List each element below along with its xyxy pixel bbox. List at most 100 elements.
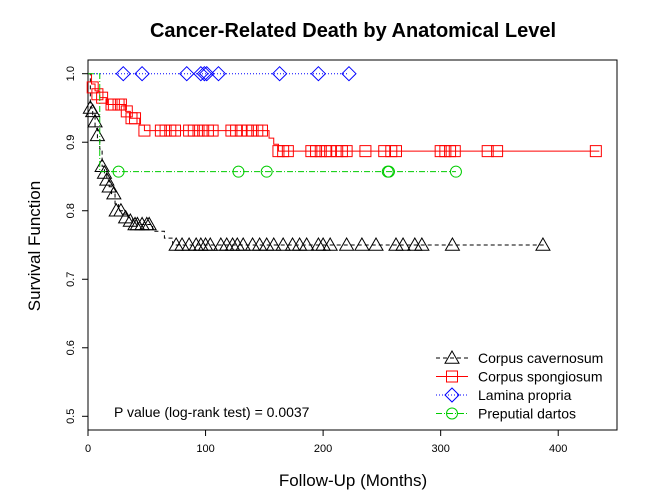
series-lamina-propria xyxy=(88,65,357,82)
censor-mark-corpus-spongiosum xyxy=(129,112,142,125)
censor-mark-preputial-dartos xyxy=(449,165,462,178)
censor-mark-corpus-cavernosum xyxy=(141,216,157,231)
y-axis-label: Survival Function xyxy=(25,181,44,311)
censor-mark-corpus-cavernosum xyxy=(265,236,282,251)
series-layer xyxy=(82,65,602,251)
censor-mark-corpus-cavernosum xyxy=(108,202,125,217)
y-tick-label: 0.8 xyxy=(65,203,77,218)
censor-mark-corpus-cavernosum xyxy=(188,236,205,251)
legend-marker-lamina-propria xyxy=(444,387,460,403)
censor-mark-corpus-spongiosum xyxy=(378,145,391,158)
plot-frame xyxy=(87,59,618,431)
censor-mark-corpus-cavernosum xyxy=(244,236,261,251)
censor-mark-corpus-cavernosum xyxy=(258,236,275,251)
censor-mark-corpus-cavernosum xyxy=(354,236,370,251)
censor-mark-corpus-cavernosum xyxy=(84,103,101,118)
censor-mark-corpus-spongiosum xyxy=(589,145,602,158)
series-line-preputial-dartos xyxy=(88,73,456,173)
censor-mark-corpus-cavernosum xyxy=(106,185,122,200)
censor-mark-corpus-spongiosum xyxy=(168,124,181,137)
series-corpus-cavernosum xyxy=(82,73,551,251)
censor-mark-corpus-cavernosum xyxy=(406,236,423,251)
censor-mark-corpus-spongiosum xyxy=(324,145,337,158)
censor-mark-lamina-propria xyxy=(196,65,213,82)
censor-mark-corpus-cavernosum xyxy=(89,127,106,142)
censor-mark-corpus-cavernosum xyxy=(284,236,301,251)
censor-mark-preputial-dartos xyxy=(232,165,245,178)
censor-mark-corpus-spongiosum xyxy=(359,145,372,158)
censor-mark-lamina-propria xyxy=(341,65,357,82)
legend-label-corpus-spongiosum: Corpus spongiosum xyxy=(478,369,603,385)
censor-mark-corpus-cavernosum xyxy=(181,236,197,251)
censor-mark-lamina-propria xyxy=(179,65,195,82)
x-axis-label: Follow-Up (Months) xyxy=(279,471,427,490)
censor-mark-corpus-cavernosum xyxy=(315,236,331,251)
series-line-corpus-cavernosum xyxy=(88,73,547,246)
censor-mark-preputial-dartos xyxy=(112,165,125,178)
censor-mark-corpus-spongiosum xyxy=(389,145,402,158)
censor-mark-corpus-cavernosum xyxy=(113,202,129,217)
legend-marker-corpus-cavernosum xyxy=(444,349,460,364)
censor-mark-corpus-cavernosum xyxy=(535,236,551,251)
censor-mark-corpus-cavernosum xyxy=(101,178,118,193)
censor-mark-corpus-cavernosum xyxy=(197,236,214,251)
censor-mark-lamina-propria xyxy=(115,65,131,82)
censor-mark-corpus-cavernosum xyxy=(235,236,252,251)
censor-mark-corpus-cavernosum xyxy=(298,236,315,251)
censor-mark-corpus-cavernosum xyxy=(202,236,219,251)
legend-label-preputial-dartos: Preputial dartos xyxy=(478,406,576,422)
series-preputial-dartos xyxy=(88,73,462,178)
x-tick-label: 100 xyxy=(196,443,214,455)
y-tick-label: 0.7 xyxy=(65,272,77,287)
censor-mark-corpus-cavernosum xyxy=(338,236,355,251)
y-axis: 0.5 0.6 0.7 0.8 0.9 1.0 xyxy=(65,66,88,424)
x-tick-label: 300 xyxy=(431,443,449,455)
legend-marker-corpus-spongiosum xyxy=(446,370,458,383)
censor-mark-corpus-spongiosum xyxy=(86,81,99,94)
censor-mark-corpus-cavernosum xyxy=(310,236,327,251)
censor-mark-corpus-cavernosum xyxy=(98,171,115,186)
censor-mark-corpus-cavernosum xyxy=(388,236,404,251)
y-tick-label: 0.5 xyxy=(65,409,77,424)
censor-mark-corpus-spongiosum xyxy=(120,105,133,118)
series-line-corpus-spongiosum xyxy=(88,73,600,152)
censor-mark-corpus-cavernosum xyxy=(395,236,411,251)
censor-mark-lamina-propria xyxy=(199,65,215,82)
censor-mark-corpus-cavernosum xyxy=(413,236,430,251)
censor-mark-corpus-cavernosum xyxy=(275,236,292,251)
censor-mark-corpus-cavernosum xyxy=(251,236,268,251)
legend-marker-preputial-dartos xyxy=(446,407,458,420)
censor-mark-preputial-dartos xyxy=(260,165,273,178)
censor-mark-corpus-spongiosum xyxy=(481,145,494,158)
censor-mark-preputial-dartos xyxy=(382,165,395,178)
y-tick-label: 1.0 xyxy=(65,66,77,81)
censor-mark-corpus-cavernosum xyxy=(322,236,339,251)
censor-mark-lamina-propria xyxy=(134,65,150,82)
censor-mark-corpus-cavernosum xyxy=(291,236,308,251)
p-value-annotation: P value (log-rank test) = 0.0037 xyxy=(114,404,310,420)
censor-mark-corpus-cavernosum xyxy=(192,236,209,251)
censor-mark-corpus-spongiosum xyxy=(96,91,109,104)
censor-mark-corpus-spongiosum xyxy=(281,145,294,158)
censor-mark-lamina-propria xyxy=(210,65,227,82)
censor-mark-corpus-spongiosum xyxy=(491,145,504,158)
censor-mark-corpus-cavernosum xyxy=(368,236,384,251)
legend: Corpus cavernosum Corpus spongiosum Lamina… xyxy=(436,349,603,422)
x-axis: 0 100 200 300 400 xyxy=(85,430,567,455)
censor-mark-corpus-spongiosum xyxy=(91,88,104,101)
x-tick-label: 400 xyxy=(549,443,567,455)
censor-mark-corpus-spongiosum xyxy=(138,124,151,137)
censor-mark-lamina-propria xyxy=(193,65,209,82)
censor-mark-corpus-spongiosum xyxy=(340,145,353,158)
legend-label-corpus-cavernosum: Corpus cavernosum xyxy=(478,350,603,366)
censor-mark-lamina-propria xyxy=(271,65,288,82)
censor-mark-corpus-spongiosum xyxy=(255,124,268,137)
censor-mark-corpus-spongiosum xyxy=(206,124,219,137)
legend-label-lamina-propria: Lamina propria xyxy=(478,387,572,403)
censor-mark-corpus-spongiosum xyxy=(448,145,461,158)
y-tick-label: 0.6 xyxy=(65,340,77,355)
censor-mark-lamina-propria xyxy=(310,65,327,82)
x-tick-label: 0 xyxy=(85,443,91,455)
censor-mark-corpus-cavernosum xyxy=(444,236,461,251)
